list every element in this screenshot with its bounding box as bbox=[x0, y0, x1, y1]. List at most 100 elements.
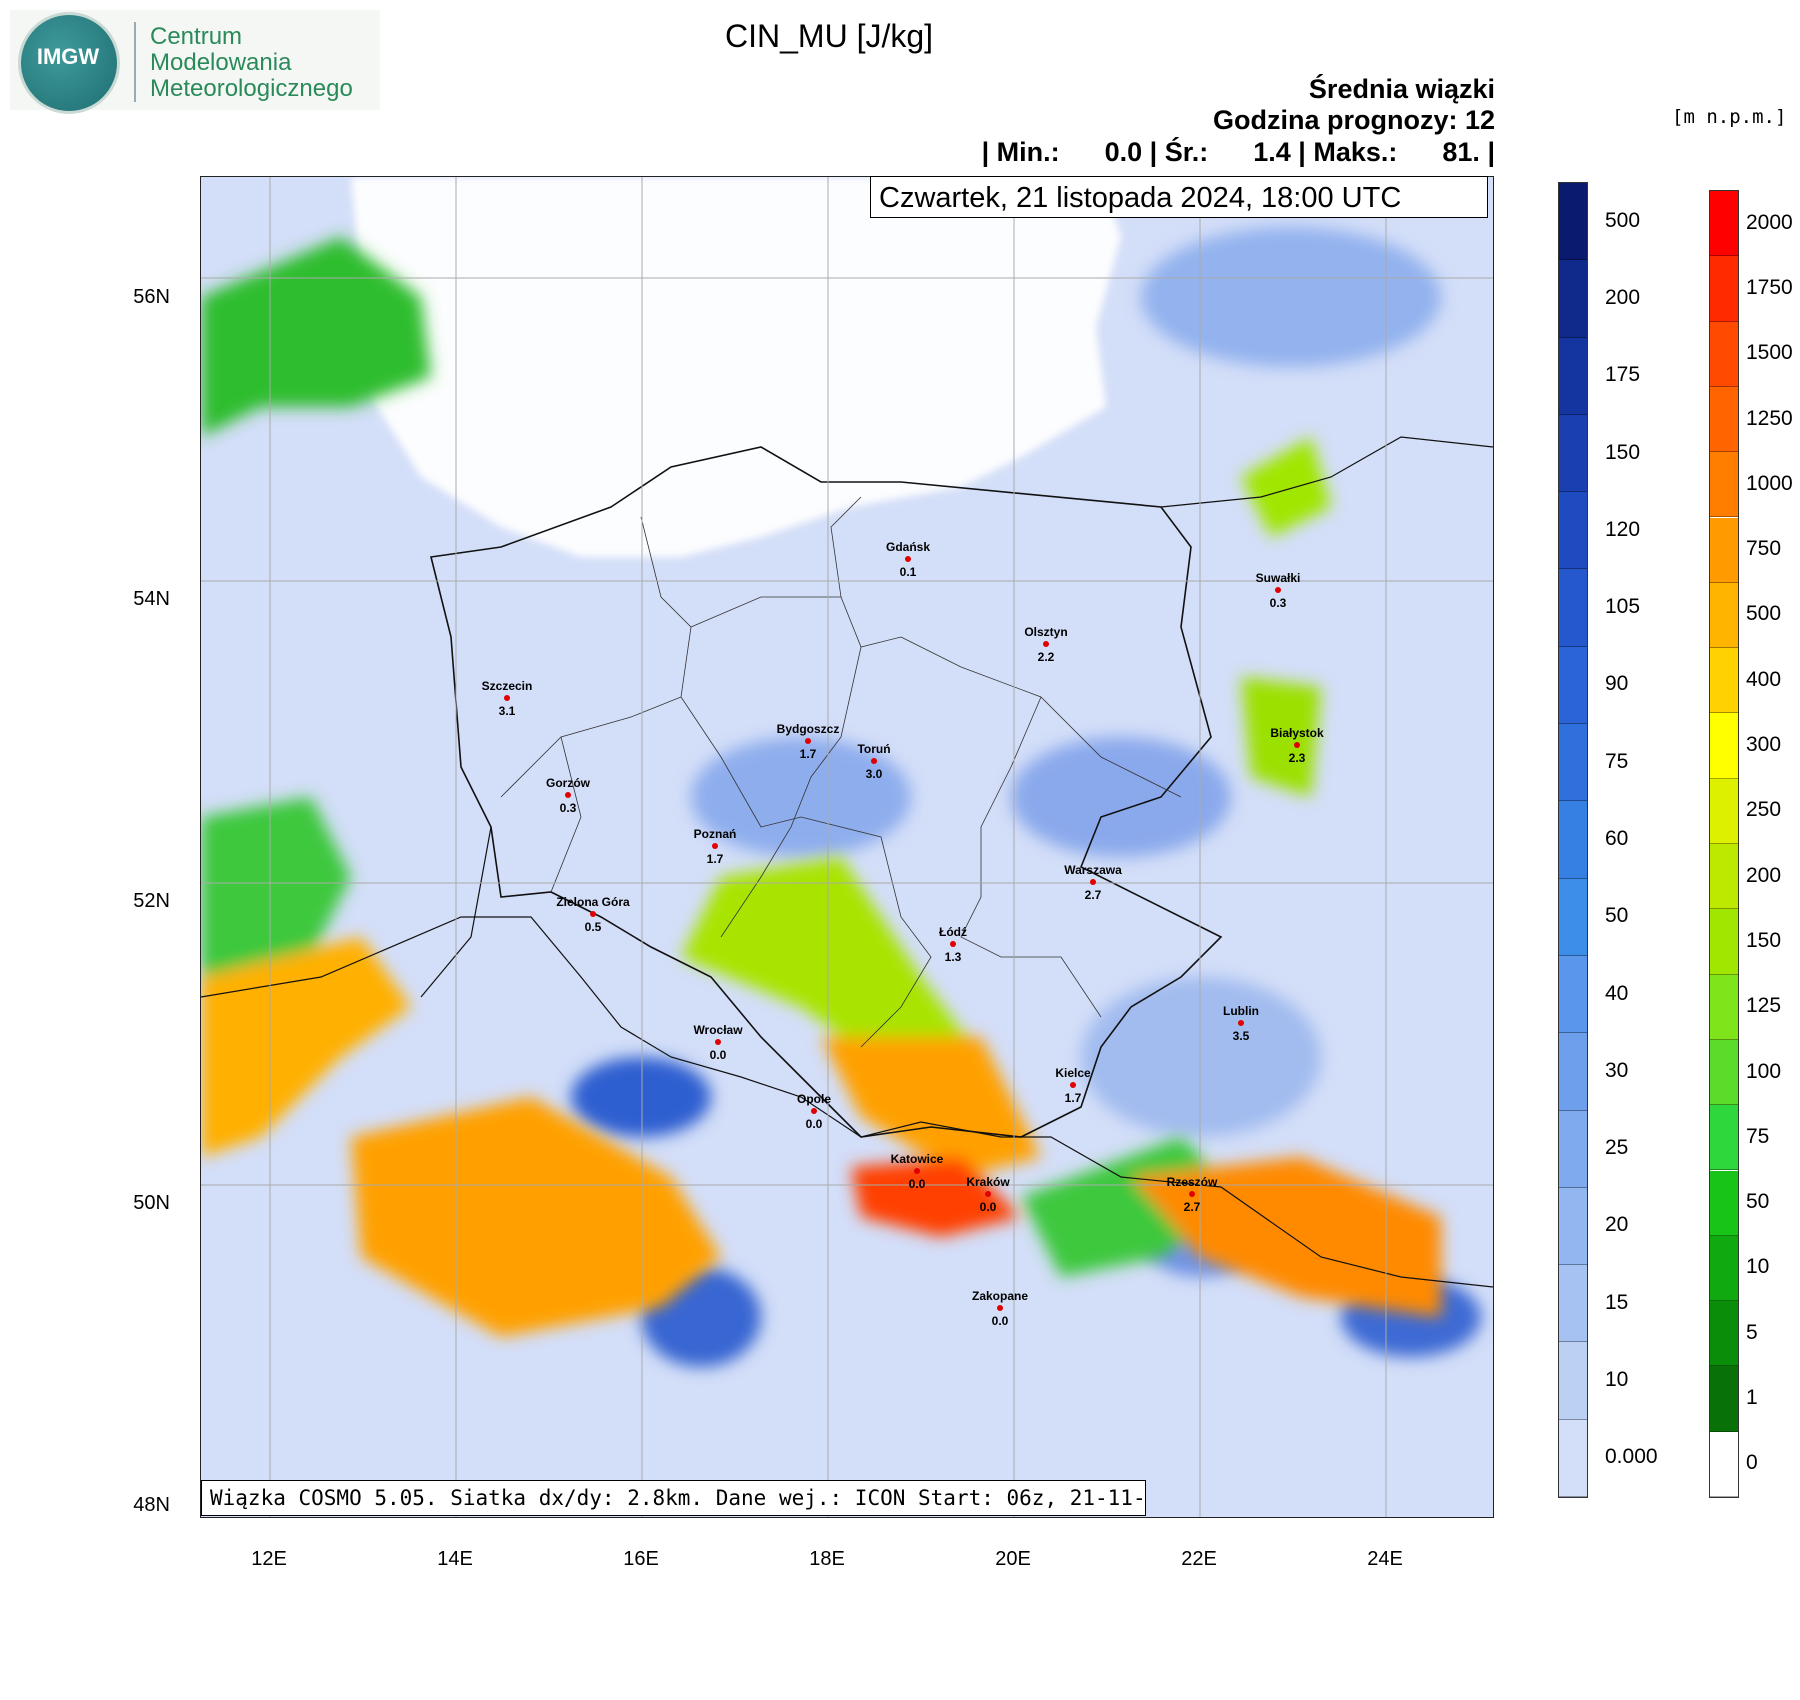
colorbar-segment bbox=[1559, 878, 1587, 956]
terrain-colorbar bbox=[1709, 190, 1739, 1498]
city-marker: Lublin 3.5 bbox=[1223, 1004, 1259, 1043]
city-name: Wrocław bbox=[693, 1023, 743, 1037]
colorbar-label: 750 bbox=[1746, 537, 1782, 561]
map-title: CIN_MU [J/kg] bbox=[725, 18, 934, 54]
city-name: Bydgoszcz bbox=[777, 722, 840, 736]
colorbar-label: 0 bbox=[1746, 1451, 1758, 1475]
city-marker: Wrocław 0.0 bbox=[693, 1023, 743, 1062]
logo-org-line3: Meteorologicznego bbox=[150, 75, 353, 102]
colorbar-segment bbox=[1710, 648, 1738, 714]
city-name: Rzeszów bbox=[1167, 1175, 1218, 1189]
colorbar-label: 1000 bbox=[1746, 471, 1793, 495]
colorbar-segment bbox=[1710, 517, 1738, 583]
city-marker: Zielona Góra 0.5 bbox=[556, 895, 630, 934]
city-name: Gdańsk bbox=[886, 540, 930, 554]
city-dot bbox=[805, 738, 811, 744]
city-dot bbox=[504, 695, 510, 701]
colorbar-segment bbox=[1559, 183, 1587, 261]
header-forecast-hour: Godzina prognozy: 12 bbox=[1212, 105, 1495, 135]
header-stats: | Min.: 0.0 | Śr.: 1.4 | Maks.: 81. | bbox=[981, 137, 1495, 167]
city-marker: Warszawa 2.7 bbox=[1064, 863, 1122, 902]
city-marker: Łódź 1.3 bbox=[939, 925, 967, 964]
colorbar-segment bbox=[1710, 1301, 1738, 1367]
colorbar-label: 10 bbox=[1605, 1368, 1629, 1392]
model-info-footer: Wiązka COSMO 5.05. Siatka dx/dy: 2.8km. … bbox=[201, 1480, 1146, 1516]
city-marker: Gdańsk 0.1 bbox=[886, 540, 930, 579]
logo-separator bbox=[134, 22, 136, 102]
city-dot bbox=[715, 1039, 721, 1045]
city-name: Zielona Góra bbox=[556, 895, 630, 909]
colorbar-label: 120 bbox=[1605, 517, 1641, 541]
colorbar-segment bbox=[1710, 321, 1738, 387]
map-graticule bbox=[201, 177, 1493, 1517]
city-dot bbox=[565, 792, 571, 798]
poland-border bbox=[430, 446, 1223, 1138]
sea-no-data-region bbox=[351, 177, 1121, 557]
northeast-border bbox=[1160, 436, 1493, 508]
city-dot bbox=[1294, 742, 1300, 748]
city-markers: Gdańsk 0.1 Suwałki 0.3 Olsztyn 2.2 Szczecin 3.1… bbox=[482, 540, 1324, 1328]
colorbar-label: 105 bbox=[1605, 595, 1641, 619]
terrain-unit-label: [m n.p.m.] bbox=[1672, 106, 1787, 128]
colorbar-label: 125 bbox=[1746, 994, 1782, 1018]
lon-label-16e: 16E bbox=[623, 1548, 659, 1570]
colorbar-label: 50 bbox=[1746, 1190, 1770, 1214]
colorbar-label: 175 bbox=[1605, 363, 1641, 387]
city-name: Suwałki bbox=[1256, 571, 1301, 585]
city-dot bbox=[811, 1108, 817, 1114]
lon-label-20e: 20E bbox=[995, 1548, 1031, 1570]
city-value: 0.0 bbox=[710, 1048, 727, 1062]
cin-colorbar bbox=[1558, 182, 1588, 1498]
city-value: 0.0 bbox=[909, 1177, 926, 1191]
city-name: Poznań bbox=[694, 827, 737, 841]
city-value: 0.5 bbox=[585, 920, 602, 934]
lon-label-12e: 12E bbox=[251, 1548, 287, 1570]
colorbar-label: 1 bbox=[1746, 1386, 1758, 1410]
city-value: 1.3 bbox=[945, 950, 962, 964]
city-dot bbox=[1238, 1020, 1244, 1026]
city-name: Gorzów bbox=[546, 776, 591, 790]
colorbar-segment bbox=[1710, 1431, 1738, 1497]
city-dot bbox=[1275, 587, 1281, 593]
terrain-colors bbox=[201, 237, 1441, 1337]
colorbar-label: 15 bbox=[1605, 1290, 1629, 1314]
city-value: 0.0 bbox=[980, 1200, 997, 1214]
colorbar-segment bbox=[1559, 492, 1587, 570]
city-value: 3.0 bbox=[866, 767, 883, 781]
colorbar-label: 200 bbox=[1746, 863, 1782, 887]
colorbar-segment bbox=[1710, 386, 1738, 453]
city-value: 3.1 bbox=[499, 704, 516, 718]
colorbar-segment bbox=[1559, 646, 1587, 725]
city-value: 1.7 bbox=[1065, 1091, 1082, 1105]
colorbar-label: 250 bbox=[1746, 798, 1782, 822]
colorbar-label: 5 bbox=[1746, 1320, 1758, 1344]
colorbar-segment bbox=[1559, 1419, 1587, 1497]
city-name: Lublin bbox=[1223, 1004, 1259, 1018]
colorbar-label: 2000 bbox=[1746, 210, 1793, 234]
colorbar-segment bbox=[1710, 1105, 1738, 1171]
colorbar-label: 100 bbox=[1746, 1059, 1782, 1083]
colorbar-segment bbox=[1559, 414, 1587, 493]
colorbar-label: 0.000 bbox=[1605, 1445, 1658, 1469]
colorbar-segment bbox=[1710, 191, 1738, 257]
colorbar-label: 60 bbox=[1605, 827, 1629, 850]
header-ensemble: Średnia wiązki bbox=[1308, 74, 1495, 104]
colorbar-label: 75 bbox=[1605, 749, 1629, 773]
lon-label-24e: 24E bbox=[1367, 1548, 1403, 1570]
colorbar-segment bbox=[1710, 1366, 1738, 1432]
southern-borders bbox=[201, 916, 1493, 1288]
colorbar-segment bbox=[1710, 256, 1738, 322]
city-dot bbox=[914, 1168, 920, 1174]
colorbar-segment bbox=[1710, 974, 1738, 1040]
city-dot bbox=[985, 1191, 991, 1197]
city-dot bbox=[1043, 641, 1049, 647]
city-name: Warszawa bbox=[1064, 863, 1122, 877]
city-name: Opole bbox=[797, 1092, 831, 1106]
colorbar-segment bbox=[1559, 569, 1587, 647]
lat-label-54n: 54N bbox=[133, 588, 170, 610]
city-name: Olsztyn bbox=[1024, 625, 1067, 639]
city-dot bbox=[1090, 879, 1096, 885]
city-dot bbox=[1189, 1191, 1195, 1197]
city-dot bbox=[871, 758, 877, 764]
colorbar-segment bbox=[1710, 778, 1738, 844]
